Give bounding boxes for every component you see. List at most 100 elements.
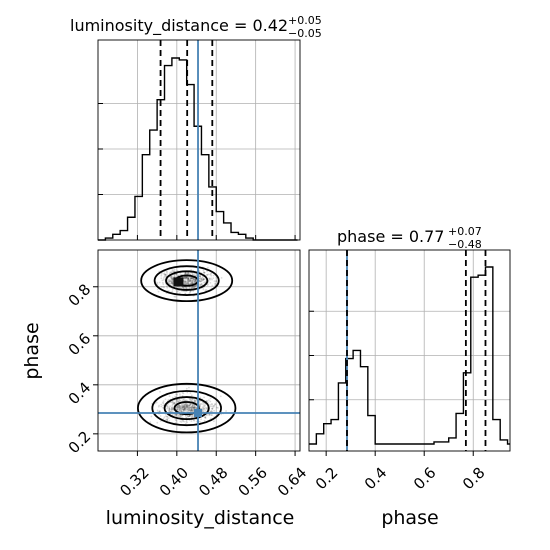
phase-hist-frame [308, 249, 511, 452]
scatter-point [171, 396, 174, 399]
phase-x-tick-label: 0.2 [312, 464, 342, 494]
scatter-point [186, 415, 189, 417]
scatter-point [189, 279, 192, 282]
scatter-point [214, 403, 216, 406]
scatter-point [180, 409, 183, 412]
scatter-point [180, 410, 183, 413]
scatter-point [219, 395, 222, 398]
scatter-point [159, 415, 162, 417]
scatter-point [182, 406, 185, 409]
scatter-point [193, 280, 196, 283]
scatter-point [162, 404, 165, 407]
scatter-point [183, 408, 186, 411]
x-tick-label: 0.64 [274, 464, 310, 500]
scatter-point [192, 273, 194, 276]
scatter-point [189, 406, 192, 409]
scatter-point [166, 415, 169, 418]
scatter-point [172, 269, 175, 272]
scatter-point [168, 280, 171, 283]
scatter-point [187, 277, 190, 279]
scatter-point [182, 405, 185, 408]
scatter-point [160, 405, 163, 408]
joint-panel: 0.32 0.40 0.48 0.56 0.64 0.2 0.4 0.6 0.8 luminos… [21, 249, 310, 529]
scatter-point [203, 271, 206, 274]
scatter-point [187, 276, 190, 278]
scatter-point [206, 284, 209, 286]
scatter-point [171, 283, 174, 286]
scatter-point [192, 286, 195, 289]
scatter-point [178, 404, 181, 407]
scatter-point [181, 407, 184, 410]
scatter-point [199, 405, 202, 408]
scatter-point [176, 406, 179, 409]
scatter-point [206, 274, 209, 276]
scatter-point [202, 279, 204, 282]
scatter-point [204, 416, 207, 419]
scatter-point [199, 407, 202, 410]
scatter-point [200, 278, 203, 281]
scatter-point [188, 287, 190, 290]
scatter-point [178, 407, 181, 410]
scatter-point [182, 404, 185, 407]
scatter-point [186, 278, 189, 281]
scatter-point [183, 276, 186, 279]
scatter-point [191, 406, 194, 409]
scatter-point [200, 403, 203, 405]
scatter-point [187, 277, 190, 280]
scatter-point [186, 404, 189, 407]
scatter-point [190, 394, 193, 397]
scatter-point [170, 408, 173, 411]
scatter-point [206, 274, 208, 276]
scatter-point [176, 393, 178, 396]
scatter-point [187, 407, 190, 409]
scatter-point [187, 278, 190, 280]
scatter-point [186, 409, 189, 411]
scatter-point [167, 279, 169, 282]
scatter-point [188, 273, 191, 276]
scatter-point [183, 407, 186, 410]
scatter-point [193, 285, 196, 288]
scatter-point [189, 279, 192, 282]
scatter-point [187, 272, 190, 274]
scatter-point [186, 403, 189, 406]
scatter-point [170, 275, 172, 278]
scatter-point [187, 410, 189, 413]
scatter-point [162, 402, 165, 405]
scatter-point [185, 407, 187, 410]
scatter-point [207, 273, 210, 276]
scatter-point [189, 277, 192, 279]
scatter-point [190, 410, 193, 412]
scatter-point [183, 404, 186, 406]
scatter-point [166, 406, 169, 409]
scatter-point [176, 407, 179, 410]
scatter-point [192, 407, 195, 409]
scatter-point [166, 418, 169, 421]
scatter-point [191, 286, 194, 289]
scatter-point [171, 284, 174, 287]
scatter-point [173, 402, 175, 405]
scatter-point [195, 279, 197, 282]
scatter-point [213, 404, 216, 407]
scatter-point [193, 406, 196, 409]
scatter-point [157, 290, 160, 293]
phase-title: phase = 0.77 [337, 227, 444, 246]
scatter-point [193, 399, 196, 401]
scatter-point [182, 286, 185, 289]
scatter-point [212, 277, 215, 280]
scatter-point [183, 407, 186, 410]
scatter-point [217, 407, 219, 409]
scatter-point [184, 404, 187, 407]
scatter-point [191, 279, 194, 282]
scatter-point [165, 270, 168, 273]
scatter-point [172, 281, 174, 284]
scatter-point [178, 405, 181, 408]
scatter-point [213, 280, 216, 282]
scatter-point [180, 287, 183, 290]
scatter-point [194, 280, 197, 282]
scatter-point [191, 277, 194, 280]
scatter-point [183, 405, 186, 408]
scatter-point [202, 288, 205, 291]
scatter-point [190, 399, 193, 402]
scatter-point [176, 398, 179, 401]
scatter-point [179, 414, 182, 417]
